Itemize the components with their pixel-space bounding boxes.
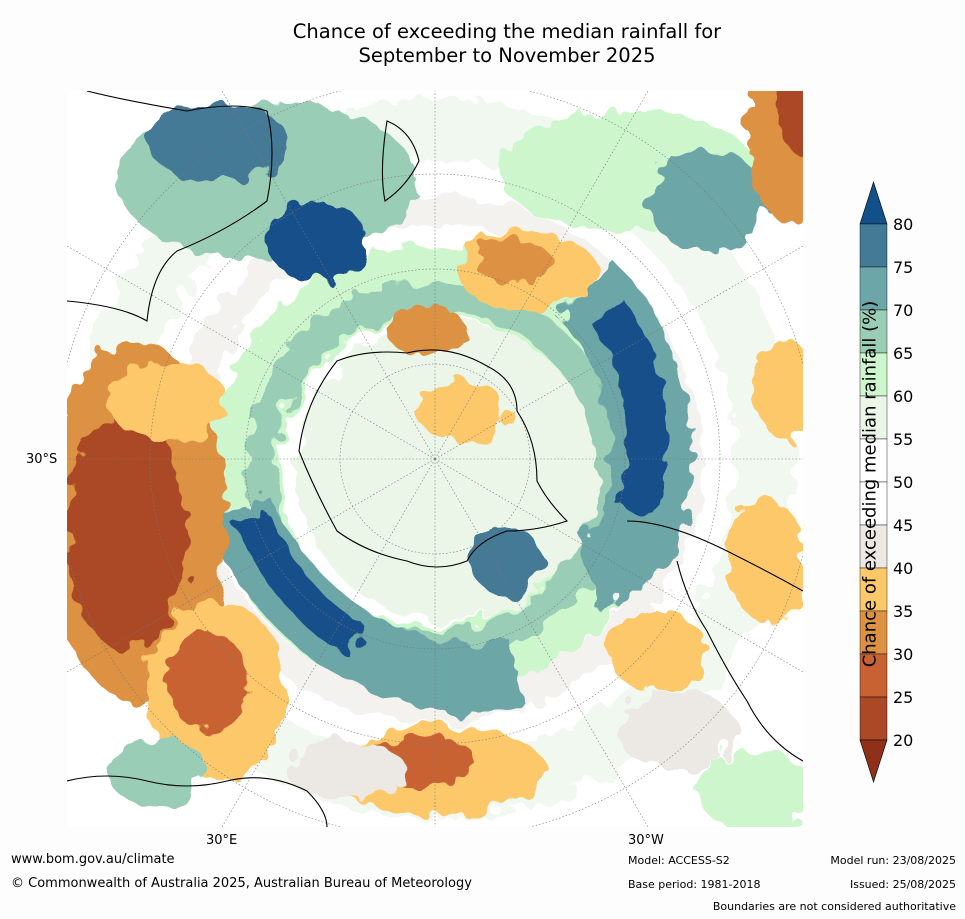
footer-model: Model: ACCESS-S2 [628,854,730,867]
footer-model-run: Model run: 23/08/2025 [830,854,956,867]
colorbar-tick-label: 35 [893,602,913,621]
footer-url: www.bom.gov.au/climate [11,852,175,867]
graticule-lines [67,91,803,827]
south-america-coastline [626,520,803,762]
title-line-1: Chance of exceeding the median rainfall … [292,20,722,43]
colorbar: 20 25 30 35 40 45 50 55 60 65 70 75 80 [850,180,965,790]
longitude-label-30w: 30°W [628,833,664,848]
colorbar-tick-label: 40 [893,559,913,578]
longitude-label-30e: 30°E [206,833,238,848]
footer-copyright: © Commonwealth of Australia 2025, Austra… [11,876,472,891]
australia-coastline [67,91,273,322]
colorbar-arrow-low [859,739,888,783]
colorbar-bin [859,309,888,354]
colorbar-label: Chance of exceeding median rainfall (%) [859,300,881,668]
rainfall-probability-map [67,91,803,827]
map-title: Chance of exceeding the median rainfall … [0,20,965,68]
africa-coastline [67,775,328,827]
colorbar-tick-label: 30 [893,645,913,664]
title-line-2: September to November 2025 [358,44,656,67]
colorbar-bin [859,567,888,612]
colorbar-bin [859,223,888,268]
colorbar-bin [859,266,888,311]
footer-issued: Issued: 25/08/2025 [849,878,956,891]
colorbar-tick-label: 80 [893,215,913,234]
colorbar-bin [859,610,888,655]
colorbar-bin [859,653,888,698]
antarctica-coastline [298,349,569,568]
colorbar-tick-label: 45 [893,516,913,535]
colorbar-bin [859,438,888,483]
colorbar-tick-label: 55 [893,430,913,449]
colorbar-tick-label: 20 [893,731,913,750]
coastlines [67,91,803,827]
colorbar-tick-label: 75 [893,258,913,277]
footer-base-period: Base period: 1981-2018 [628,878,761,891]
colorbar-bin [859,395,888,440]
colorbar-bin [859,352,888,397]
map-canvas [67,91,803,827]
colorbar-tick-label: 70 [893,301,913,320]
colorbar-bin [859,524,888,569]
footer-disclaimer: Boundaries are not considered authoritat… [712,900,956,913]
new-zealand-coastline [381,120,420,202]
colorbar-tick-label: 25 [893,688,913,707]
colorbar-bin [859,696,888,741]
colorbar-graphic: 20 25 30 35 40 45 50 55 60 65 70 75 80 [859,181,913,783]
colorbar-bin [859,481,888,526]
colorbar-tick-label: 50 [893,473,913,492]
latitude-label-30s: 30°S [26,452,58,467]
colorbar-tick-label: 65 [893,344,913,363]
colorbar-tick-label: 60 [893,387,913,406]
colorbar-arrow-high [859,181,888,225]
